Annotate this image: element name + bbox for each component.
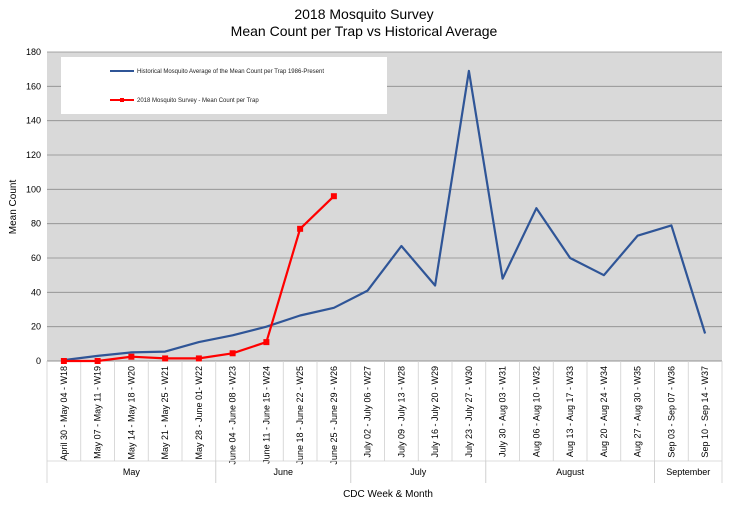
month-label: August bbox=[556, 467, 585, 477]
x-tick-label: May 21 - May 25 - W21 bbox=[160, 366, 170, 460]
legend: Historical Mosquito Average of the Mean … bbox=[61, 57, 387, 114]
x-tick-label: Aug 27 - Aug 30 - W35 bbox=[633, 366, 643, 457]
x-tick-label: June 11 - June 15 - W24 bbox=[261, 366, 271, 464]
x-tick-label: April 30 - May 04 - W18 bbox=[59, 366, 69, 461]
data-point bbox=[263, 339, 270, 346]
x-tick-label: Aug 20 - Aug 24 - W34 bbox=[599, 366, 609, 457]
x-axis-title: CDC Week & Month bbox=[343, 489, 433, 500]
data-point bbox=[229, 350, 236, 357]
chart-title: 2018 Mosquito Survey bbox=[294, 6, 433, 22]
data-point bbox=[94, 358, 101, 364]
data-point bbox=[195, 355, 202, 362]
data-point bbox=[297, 225, 304, 232]
series-line bbox=[63, 69, 707, 362]
x-tick-label: June 18 - June 22 - W25 bbox=[295, 366, 305, 465]
x-tick-label: July 16 - July 20 - W29 bbox=[430, 366, 440, 458]
month-label: September bbox=[666, 467, 710, 477]
x-axis-ticks: April 30 - May 04 - W18 May 07 - May 11 -… bbox=[46, 360, 723, 465]
y-tick-label: 80 bbox=[31, 219, 41, 229]
legend-box bbox=[61, 57, 387, 114]
series-layer bbox=[60, 69, 707, 364]
data-point bbox=[60, 358, 67, 364]
y-axis-ticks: 0 20 40 60 80 100 120 140 160 180 bbox=[26, 47, 41, 366]
x-tick-label: July 30 - Aug 03 - W31 bbox=[498, 366, 508, 457]
y-tick-label: 60 bbox=[31, 253, 41, 263]
y-tick-label: 20 bbox=[31, 322, 41, 332]
x-tick-label: May 07 - May 11 - W19 bbox=[93, 366, 103, 459]
y-tick-label: 120 bbox=[26, 150, 41, 160]
legend-label-2018: 2018 Mosquito Survey - Mean Count per Tr… bbox=[137, 98, 259, 104]
y-tick-label: 180 bbox=[26, 47, 41, 57]
x-tick-label: July 09 - July 13 - W28 bbox=[396, 366, 406, 458]
y-tick-label: 40 bbox=[31, 287, 41, 297]
data-point bbox=[330, 193, 337, 200]
x-tick-label: June 04 - June 08 - W23 bbox=[228, 366, 238, 465]
x-tick-label: Sep 03 - Sep 07 - W36 bbox=[666, 366, 676, 458]
x-tick-label: May 14 - May 18 - W20 bbox=[126, 366, 136, 460]
x-tick-label: Aug 13 - Aug 17 - W33 bbox=[565, 366, 575, 457]
month-label: May bbox=[123, 467, 141, 477]
data-point bbox=[128, 353, 135, 360]
x-tick-label: Aug 06 - Aug 10 - W32 bbox=[531, 366, 541, 457]
legend-label-historical: Historical Mosquito Average of the Mean … bbox=[137, 69, 324, 75]
chart-subtitle: Mean Count per Trap vs Historical Averag… bbox=[231, 23, 498, 39]
y-tick-label: 160 bbox=[26, 81, 41, 91]
x-tick-label: June 25 - June 29 - W26 bbox=[329, 366, 339, 465]
x-tick-label: May 28 - June 01- W22 bbox=[194, 366, 204, 460]
y-tick-label: 140 bbox=[26, 116, 41, 126]
month-label: July bbox=[410, 467, 427, 477]
x-tick-label: Sep 10 - Sep 14 - W37 bbox=[700, 366, 710, 458]
y-axis-title: Mean Count bbox=[8, 180, 19, 235]
x-tick-label: July 23 - July 27 - W30 bbox=[464, 366, 474, 458]
data-point bbox=[162, 355, 169, 362]
y-tick-label: 100 bbox=[26, 184, 41, 194]
month-label: June bbox=[273, 467, 293, 477]
legend-marker-2018 bbox=[120, 98, 124, 102]
x-tick-label: July 02 - July 06 - W27 bbox=[363, 366, 373, 458]
y-tick-label: 0 bbox=[36, 356, 41, 366]
month-axis: May June July August September bbox=[46, 460, 723, 483]
